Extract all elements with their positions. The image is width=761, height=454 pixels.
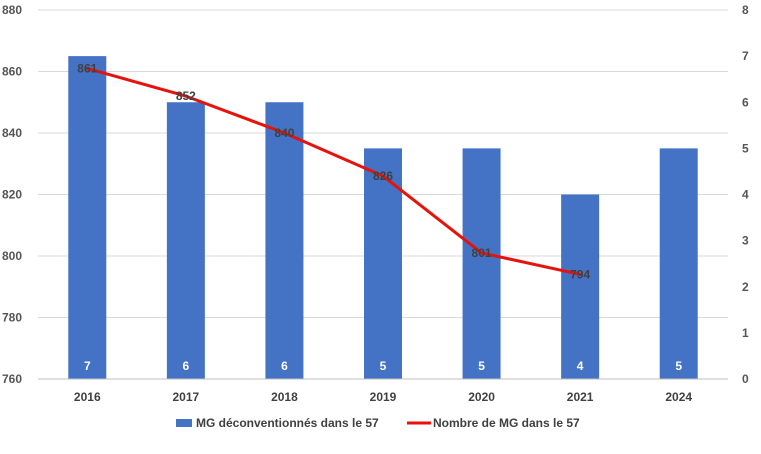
bar [462,148,501,379]
line-value-label: 801 [472,246,492,260]
line-point [381,174,385,178]
y-left-tick-label: 840 [2,126,22,140]
legend-swatch-bar [176,419,192,427]
data-labels: 7 6 6 5 5 4 5 861 852 840 826 801 794 [77,61,682,373]
bar [659,148,698,379]
bar-value-label: 6 [281,359,288,373]
x-tick-label: 2018 [271,390,298,404]
axes: 760 780 800 820 840 860 880 0 1 2 3 4 5 6 7 8 2016 2017 20… [2,3,749,404]
y-right-tick-label: 0 [742,372,749,386]
y-left-tick-label: 800 [2,249,22,263]
bar [561,194,600,379]
bar [166,102,205,379]
line-value-label: 861 [77,61,97,75]
bar-value-label: 7 [84,359,91,373]
x-tick-label: 2020 [468,390,495,404]
line-value-label: 852 [176,89,196,103]
bar-series [68,56,698,379]
y-left-tick-label: 860 [2,65,22,79]
y-right-tick-label: 5 [742,141,749,155]
line-point [85,66,89,70]
x-tick-label: 2019 [370,390,397,404]
bar-value-label: 5 [380,359,387,373]
line-point [578,272,582,276]
legend-label-bar: MG déconventionnés dans le 57 [196,416,379,430]
y-left-tick-label: 780 [2,311,22,325]
x-tick-label: 2024 [665,390,692,404]
y-left-tick-label: 820 [2,188,22,202]
y-left-tick-label: 880 [2,3,22,17]
y-right-tick-label: 4 [742,188,749,202]
y-left-tick-label: 760 [2,372,22,386]
line-series [85,66,582,276]
line-value-label: 794 [570,267,590,281]
bar [68,56,107,379]
x-tick-label: 2016 [74,390,101,404]
y-right-tick-label: 8 [742,3,749,17]
y-right-tick-label: 7 [742,49,749,63]
line-point [282,131,286,135]
bar-value-label: 5 [478,359,485,373]
bar-value-label: 5 [675,359,682,373]
line-value-label: 826 [373,169,393,183]
x-tick-label: 2017 [173,390,200,404]
line-point [480,251,484,255]
y-right-tick-label: 3 [742,234,749,248]
x-tick-label: 2021 [567,390,594,404]
y-right-tick-label: 2 [742,280,749,294]
legend: MG déconventionnés dans le 57 Nombre de … [176,416,580,430]
legend-label-line: Nombre de MG dans le 57 [433,416,580,430]
series-line [86,66,581,276]
bar [265,102,304,379]
bar-value-label: 4 [577,359,584,373]
line-value-label: 840 [274,126,294,140]
line-point [184,94,188,98]
bar-value-label: 6 [183,359,190,373]
y-right-tick-label: 6 [742,95,749,109]
y-right-tick-label: 1 [742,326,749,340]
